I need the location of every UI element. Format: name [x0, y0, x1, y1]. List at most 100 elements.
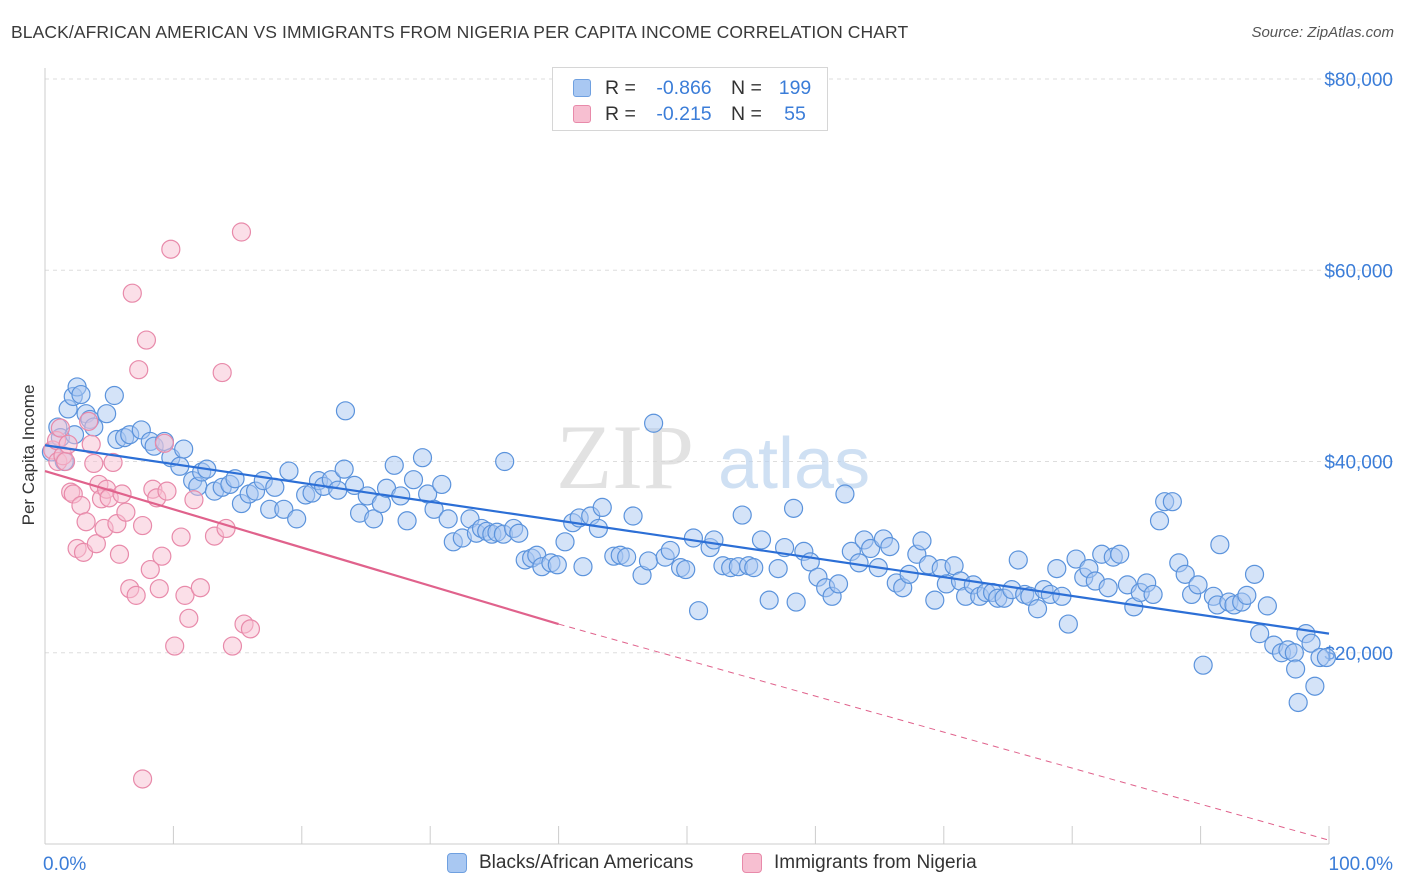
point-blacks	[1047, 558, 1067, 579]
point-blacks	[397, 511, 417, 531]
point-nigeria	[212, 362, 232, 383]
point-blacks	[732, 505, 752, 525]
point-blacks	[1301, 633, 1321, 653]
point-blacks	[644, 413, 664, 433]
point-blacks	[438, 509, 458, 529]
point-blacks	[683, 528, 704, 548]
point-nigeria	[222, 636, 243, 656]
point-blacks	[335, 401, 356, 421]
point-blacks	[1210, 535, 1230, 555]
legend-swatch-blue	[573, 79, 591, 97]
legend-row-nigeria: R = -0.215 N = 55	[573, 102, 815, 126]
point-nigeria	[184, 490, 204, 510]
point-blacks	[364, 509, 384, 529]
point-nigeria	[152, 546, 172, 566]
point-blacks	[1284, 643, 1304, 663]
point-blacks	[1305, 676, 1325, 696]
point-nigeria	[140, 559, 160, 580]
point-blacks	[899, 564, 919, 584]
point-blacks	[861, 538, 881, 559]
point-blacks	[547, 555, 567, 575]
series-legend-blacks[interactable]: Blacks/African Americans	[447, 852, 693, 874]
point-blacks	[265, 477, 285, 497]
point-blacks	[759, 590, 779, 610]
point-blacks	[334, 459, 354, 479]
point-blacks	[1058, 614, 1078, 634]
point-blacks	[1162, 492, 1182, 512]
point-blacks	[1193, 655, 1213, 675]
point-blacks	[412, 448, 433, 468]
legend-swatch-pink	[573, 105, 591, 123]
legend-n-label: N =	[731, 76, 762, 99]
point-nigeria	[240, 619, 261, 639]
series-legend-label: Immigrants from Nigeria	[774, 852, 977, 873]
point-nigeria	[81, 434, 101, 454]
legend-n-value: 199	[778, 76, 812, 99]
point-blacks	[1237, 585, 1257, 605]
point-blacks	[424, 499, 444, 519]
y-tick-label: $20,000	[1324, 644, 1393, 665]
point-blacks	[786, 592, 806, 612]
point-nigeria	[129, 360, 149, 380]
point-blacks	[1175, 564, 1195, 584]
point-blacks	[432, 474, 452, 495]
point-nigeria	[71, 495, 91, 516]
point-nigeria	[84, 453, 104, 474]
point-nigeria	[231, 222, 252, 242]
point-nigeria	[79, 411, 99, 431]
point-blacks	[744, 558, 764, 578]
series-legend: Blacks/African Americans Immigrants from…	[0, 852, 1406, 878]
point-blacks	[768, 558, 788, 579]
point-blacks	[1316, 647, 1337, 668]
legend-r-value: -0.866	[656, 76, 712, 99]
y-axis-label: Per Capita Income	[19, 385, 38, 526]
point-nigeria	[161, 239, 181, 259]
point-blacks	[1244, 564, 1265, 584]
point-blacks	[1250, 624, 1270, 644]
point-blacks	[287, 509, 307, 529]
point-blacks	[1188, 575, 1208, 595]
point-blacks	[403, 470, 424, 490]
trendline-blacks	[44, 444, 1330, 635]
point-nigeria	[136, 330, 157, 350]
point-blacks	[592, 497, 612, 517]
point-nigeria	[171, 527, 191, 547]
point-nigeria	[55, 451, 76, 472]
series-legend-label: Blacks/African Americans	[479, 852, 694, 873]
trendline-nigeria-extension	[558, 623, 1330, 841]
point-nigeria	[50, 418, 71, 438]
point-blacks	[1257, 596, 1277, 616]
point-nigeria	[149, 579, 169, 599]
point-blacks	[279, 461, 299, 481]
point-blacks	[1110, 544, 1130, 564]
point-blacks	[384, 455, 404, 475]
legend-r-value: -0.215	[656, 102, 712, 125]
point-blacks	[676, 559, 696, 580]
point-blacks	[1149, 511, 1170, 531]
point-blacks	[638, 551, 659, 571]
watermark-zip: ZIP	[556, 406, 694, 508]
legend-r-label: R =	[605, 102, 636, 125]
point-blacks	[828, 574, 849, 594]
point-nigeria	[175, 585, 195, 605]
point-blacks	[1143, 584, 1163, 605]
legend-n-value: 55	[784, 102, 806, 125]
series-swatch-pink	[742, 853, 762, 873]
point-blacks	[1008, 550, 1028, 570]
point-blacks	[174, 439, 194, 459]
y-tick-label: $40,000	[1324, 453, 1393, 474]
point-nigeria	[132, 515, 153, 536]
point-blacks	[274, 499, 294, 519]
chart-title: BLACK/AFRICAN AMERICAN VS IMMIGRANTS FRO…	[11, 22, 909, 42]
legend-n-label: N =	[731, 102, 762, 125]
x-tick-label-max: 100.0%	[1329, 854, 1394, 875]
point-nigeria	[157, 481, 177, 501]
point-nigeria	[154, 433, 175, 453]
point-blacks	[783, 498, 804, 518]
point-blacks	[71, 384, 91, 405]
point-nigeria	[116, 502, 136, 522]
series-legend-nigeria[interactable]: Immigrants from Nigeria	[742, 852, 977, 874]
point-blacks	[688, 601, 709, 621]
point-blacks	[573, 557, 593, 577]
point-blacks	[509, 523, 529, 543]
